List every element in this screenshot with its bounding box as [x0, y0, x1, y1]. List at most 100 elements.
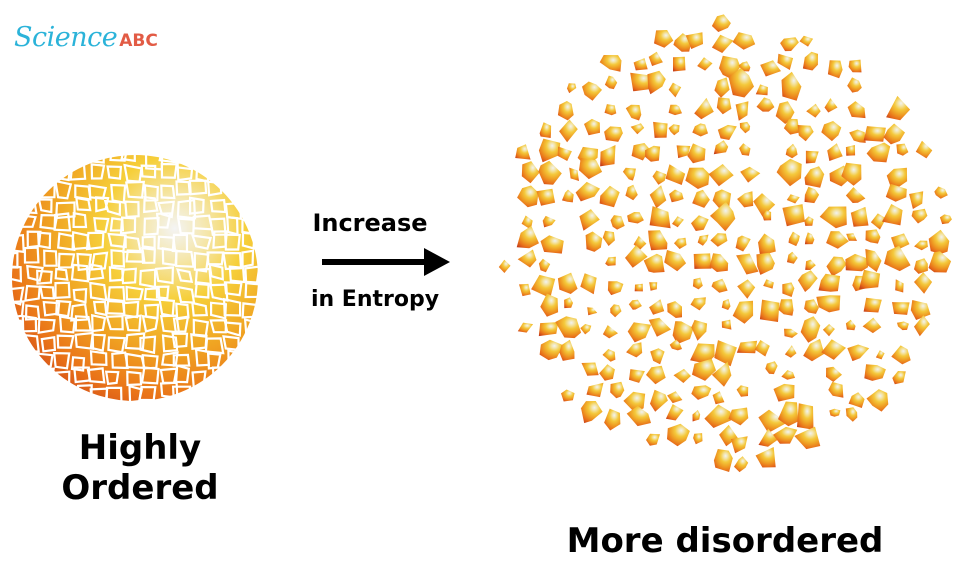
- disordered-fragment: [739, 121, 751, 134]
- disordered-fragment: [788, 231, 800, 247]
- ordered-tile: [230, 406, 243, 422]
- disordered-fragment: [672, 321, 694, 345]
- ordered-tile: [89, 281, 108, 302]
- disordered-fragment: [648, 230, 668, 251]
- disordered-fragment: [805, 150, 819, 164]
- disordered-fragment: [629, 369, 645, 383]
- ordered-sphere: [10, 153, 278, 424]
- disordered-fragment: [756, 252, 775, 275]
- disordered-fragment: [821, 121, 842, 142]
- disordered-fragment: [753, 193, 776, 217]
- ordered-tile: [124, 314, 142, 332]
- disordered-fragment: [714, 77, 730, 98]
- disordered-fragment: [885, 183, 907, 202]
- ordered-tile: [72, 288, 88, 304]
- ordered-tile: [240, 383, 257, 401]
- ordered-tile: [154, 266, 175, 285]
- disordered-fragment: [627, 322, 652, 343]
- disordered-fragment: [914, 272, 933, 294]
- ordered-tile: [40, 409, 55, 424]
- ordered-tile: [70, 303, 89, 322]
- disordered-fragment: [610, 215, 625, 230]
- disordered-fragment: [521, 215, 533, 230]
- disordered-fragment: [826, 366, 842, 382]
- ordered-tile: [210, 301, 228, 320]
- ordered-tile: [224, 233, 241, 251]
- disordered-fragment: [691, 319, 708, 341]
- disordered-fragment: [599, 185, 620, 208]
- ordered-tile: [205, 386, 222, 402]
- ordered-tile: [119, 216, 137, 235]
- disordered-fragment: [561, 389, 575, 402]
- disordered-fragment: [845, 407, 858, 422]
- ordered-tile: [11, 178, 21, 198]
- disordered-fragment: [581, 362, 599, 376]
- disordered-fragment: [604, 104, 617, 116]
- disordered-fragment: [692, 277, 703, 290]
- ordered-tile: [56, 334, 75, 349]
- disordered-fragment: [827, 60, 843, 79]
- disordered-fragment: [897, 321, 909, 331]
- ordered-tile: [11, 199, 21, 214]
- ordered-tile: [160, 184, 176, 200]
- disordered-fragment: [604, 126, 623, 142]
- ordered-tile: [246, 162, 259, 180]
- ordered-tile: [155, 285, 170, 300]
- ordered-tile: [35, 383, 54, 401]
- disordered-fragment: [692, 123, 708, 137]
- disordered-fragment: [781, 71, 802, 101]
- ordered-tile: [222, 297, 242, 317]
- ordered-tile: [128, 384, 144, 402]
- disordered-fragment: [886, 167, 908, 188]
- ordered-tile: [53, 212, 72, 232]
- ordered-tile: [257, 233, 259, 251]
- disordered-fragment: [732, 300, 754, 324]
- disordered-fragment: [654, 30, 674, 48]
- highly-ordered-label: Highly Ordered: [30, 428, 250, 508]
- disordered-fragment: [829, 408, 841, 417]
- disordered-fragment: [778, 401, 799, 427]
- disordered-fragment: [848, 59, 862, 73]
- disordered-fragment: [773, 426, 798, 444]
- ordered-tile: [39, 285, 55, 300]
- disordered-fragment: [759, 299, 780, 322]
- ordered-tile: [244, 154, 259, 167]
- disordered-fragment: [712, 391, 725, 405]
- ordered-tile: [70, 356, 86, 372]
- disordered-fragment: [634, 283, 643, 292]
- disordered-fragment: [517, 322, 534, 333]
- disordered-fragment: [891, 345, 911, 365]
- disordered-fragment: [777, 53, 794, 70]
- ordered-tile: [206, 251, 225, 266]
- ordered-tile: [43, 249, 58, 267]
- disordered-fragment: [802, 51, 818, 71]
- disordered-fragment: [736, 340, 758, 354]
- disordered-fragment: [600, 145, 616, 167]
- disordered-fragment: [649, 206, 671, 229]
- ordered-tile: [243, 351, 259, 368]
- ordered-tile: [11, 398, 21, 402]
- disordered-fragment: [896, 143, 909, 156]
- disordered-fragment: [685, 32, 703, 49]
- ordered-tile: [74, 315, 92, 332]
- disordered-fragment: [538, 138, 561, 163]
- disordered-fragment: [674, 237, 687, 249]
- ordered-tile: [87, 263, 105, 281]
- ordered-tile: [11, 354, 25, 371]
- disordered-fragment: [538, 160, 562, 185]
- disordered-fragment: [892, 371, 906, 385]
- disordered-fragment: [587, 307, 598, 316]
- ordered-tile: [11, 368, 22, 388]
- ordered-tile: [174, 364, 191, 384]
- disordered-fragment: [875, 350, 885, 360]
- ordered-tile: [263, 370, 278, 384]
- disordered-fragment: [786, 194, 800, 204]
- ordered-tile: [58, 315, 77, 334]
- disordered-fragment: [732, 32, 756, 50]
- disordered-fragment: [841, 162, 862, 186]
- disordered-fragment: [581, 401, 603, 424]
- disordered-fragment: [625, 184, 638, 201]
- disordered-fragment: [567, 83, 577, 94]
- ordered-tile: [194, 281, 210, 299]
- disordered-fragment: [846, 233, 857, 241]
